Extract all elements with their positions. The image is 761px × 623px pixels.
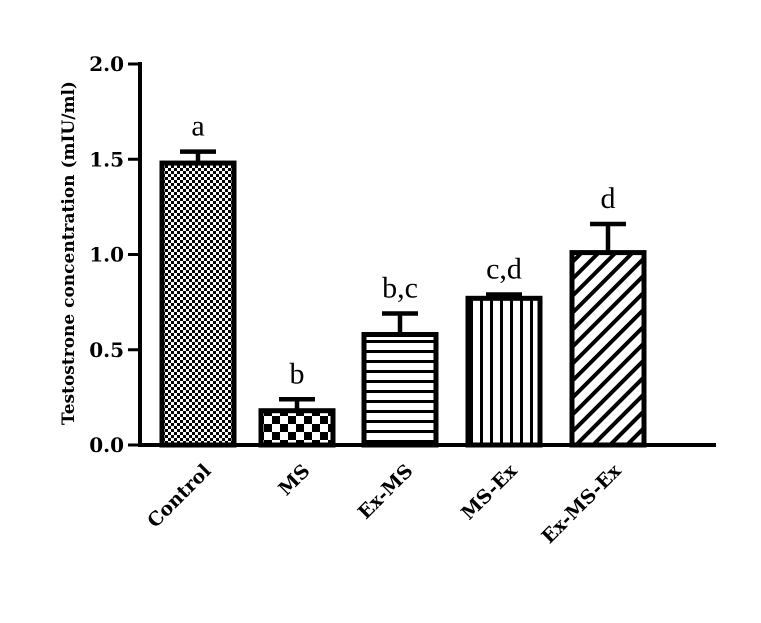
bar-ex-ms — [361, 332, 439, 448]
bar-ms-ex — [465, 295, 543, 448]
category-labels: Control MS Ex-MS MS-Ex Ex-MS-Ex — [143, 460, 626, 549]
significance-labels: a b b,c c,d d — [191, 110, 615, 391]
significance-label: b,c — [382, 272, 418, 305]
significance-label: a — [191, 110, 204, 143]
x-tick-label: Control — [143, 460, 215, 532]
y-tick-label: 1.5 — [89, 147, 124, 171]
bars — [159, 160, 647, 448]
error-bars — [180, 149, 626, 411]
y-axis-ticks: 0.0 0.5 1.0 1.5 2.0 — [89, 52, 140, 457]
significance-label: c,d — [486, 253, 522, 286]
y-tick-label: 1.0 — [89, 243, 124, 267]
y-axis-label: Testostrone concentration (mIU/ml) — [59, 81, 79, 425]
significance-label: b — [290, 357, 305, 390]
y-tick-label: 0.0 — [89, 433, 124, 457]
y-tick-label: 0.5 — [89, 338, 124, 362]
bar-ms — [258, 408, 336, 448]
x-tick-label: Ex-MS — [354, 460, 418, 524]
x-tick-label: MS — [274, 460, 314, 500]
bar-control — [159, 160, 237, 448]
x-tick-label: Ex-MS-Ex — [537, 460, 626, 549]
x-tick-label: MS-Ex — [457, 460, 522, 525]
significance-label: d — [601, 182, 616, 215]
bar-ex-ms-ex — [569, 250, 647, 448]
y-tick-label: 2.0 — [89, 52, 124, 76]
